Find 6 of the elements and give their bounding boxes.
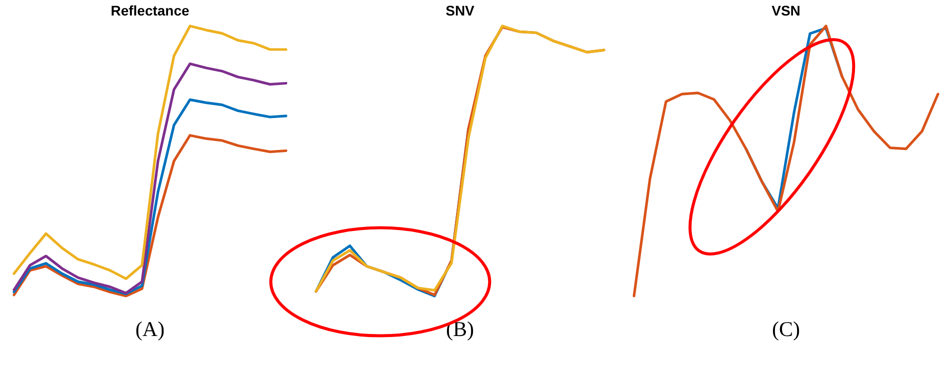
x-axis-title: (B) [445,316,475,342]
chart-title: VSN [772,2,800,19]
x-axis-title: (A) [134,316,166,342]
x-axis-title: (C) [771,316,801,342]
chart-title: Reflectance [110,2,190,19]
chart-title: SNV [446,2,476,19]
